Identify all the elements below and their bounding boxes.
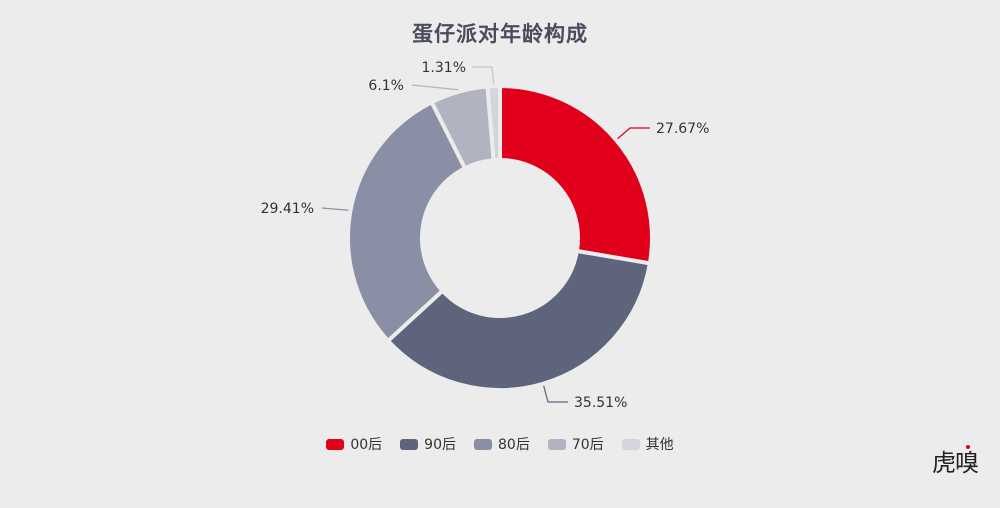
legend-label: 00后 [350, 437, 383, 453]
label-leader-line [411, 84, 459, 91]
slice-label: 1.31% [422, 60, 466, 76]
label-leader-line [321, 207, 349, 211]
legend-label: 其他 [645, 437, 674, 453]
slice-label: 35.51% [574, 395, 627, 411]
legend-label: 70后 [571, 437, 604, 453]
donut-slice-00后[interactable] [498, 84, 654, 266]
logo-text: 虎嗅 [932, 449, 979, 477]
legend-swatch-icon [326, 438, 345, 450]
slice-labels: 27.67% 35.51% 29.41% 6.1% 1.31% [261, 60, 710, 411]
donut-slices [346, 84, 654, 392]
legend-label: 80后 [498, 437, 530, 453]
slice-label: 27.67% [656, 121, 709, 137]
donut-slice-90后[interactable] [386, 249, 652, 392]
legend-swatch-icon [474, 438, 492, 450]
legend-swatch-icon [547, 438, 566, 450]
huxiu-logo: 虎嗅 [932, 443, 979, 478]
label-leader-line [543, 385, 568, 403]
logo-accent-dot [966, 445, 970, 449]
chart-title: 蛋仔派对年龄构成 [412, 22, 588, 46]
donut-slice-80后[interactable] [346, 100, 467, 343]
slice-label: 29.41% [261, 201, 314, 217]
slice-label: 6.1% [368, 78, 404, 94]
legend-label: 90后 [424, 437, 456, 453]
legend-swatch-icon [400, 438, 419, 450]
label-leader-line [617, 127, 650, 140]
chart-legend: 00后 90后 80后 70后 其他 [0, 434, 1000, 454]
legend-swatch-icon [621, 438, 640, 450]
donut-slice-其他[interactable] [485, 84, 502, 163]
label-leader-line [472, 66, 495, 85]
legend-item-00后[interactable]: 00后 [326, 434, 382, 454]
legend-item-90后[interactable]: 90后 [400, 434, 456, 454]
legend-item-其他[interactable]: 其他 [621, 434, 674, 454]
legend-item-80后[interactable]: 80后 [474, 434, 530, 454]
legend-item-70后[interactable]: 70后 [547, 434, 604, 454]
